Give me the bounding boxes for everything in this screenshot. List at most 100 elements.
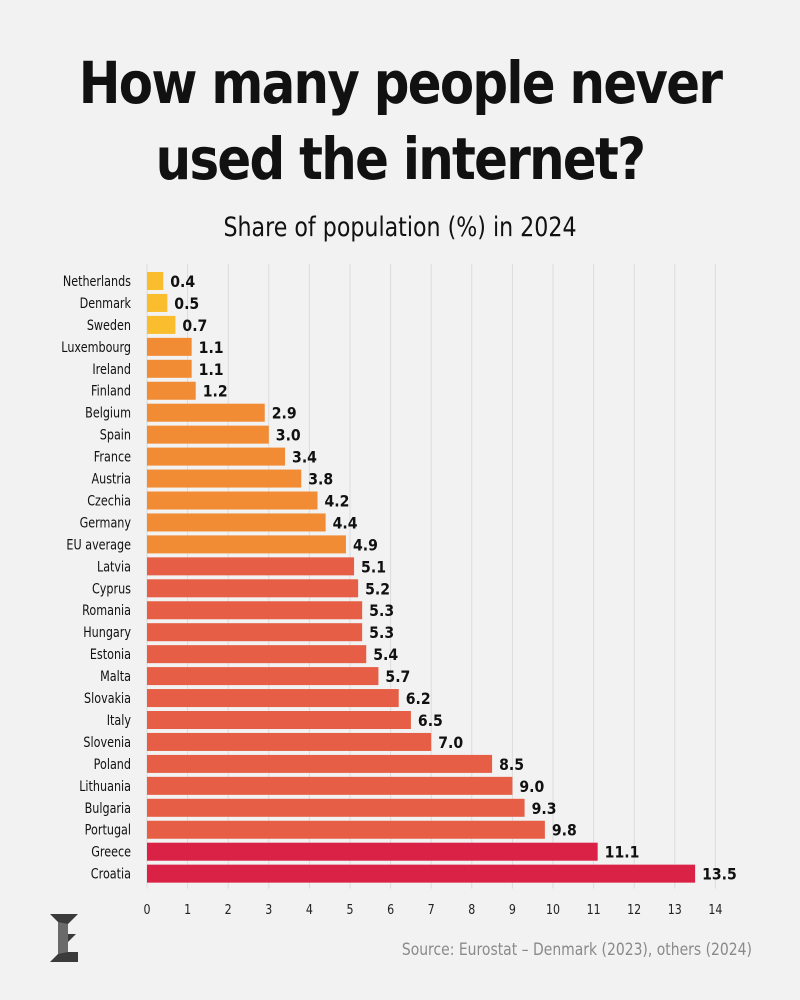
bar <box>147 425 269 444</box>
bar <box>147 689 399 708</box>
data-label: 1.1 <box>199 338 224 357</box>
x-tick-label: 1 <box>184 902 191 917</box>
category-label: Lithuania <box>79 778 131 795</box>
category-label: Slovakia <box>84 690 131 707</box>
bar <box>147 293 168 312</box>
bar <box>147 667 379 686</box>
x-tick-label: 0 <box>143 902 150 917</box>
x-tick-label: 14 <box>708 902 722 917</box>
bar <box>147 469 302 488</box>
x-tick-label: 13 <box>668 902 682 917</box>
chart-title-line-1: How many people never <box>78 49 723 117</box>
chart-subtitle: Share of population (%) in 2024 <box>223 212 577 243</box>
bar <box>147 535 346 554</box>
data-label: 8.5 <box>499 755 524 774</box>
data-label: 5.1 <box>361 557 386 576</box>
data-label: 3.0 <box>276 426 301 445</box>
category-label: Estonia <box>90 646 131 663</box>
category-label: Austria <box>91 470 131 487</box>
data-label: 4.2 <box>325 492 350 511</box>
data-label: 0.5 <box>174 294 199 313</box>
data-label: 5.2 <box>365 579 390 598</box>
x-tick-label: 5 <box>346 902 353 917</box>
bar <box>147 513 326 532</box>
x-tick-label: 9 <box>509 902 516 917</box>
category-label: Czechia <box>87 492 131 509</box>
category-label: Spain <box>100 426 131 443</box>
data-label: 4.9 <box>353 536 378 555</box>
data-label: 5.3 <box>369 623 394 642</box>
chart-title: How many people never used the internet? <box>56 45 744 197</box>
x-tick-label: 3 <box>265 902 272 917</box>
data-label: 4.4 <box>333 514 358 533</box>
x-tick-label: 2 <box>225 902 232 917</box>
data-label: 11.1 <box>605 843 640 862</box>
bar <box>147 491 318 510</box>
category-label: Italy <box>107 712 132 729</box>
category-label: Slovenia <box>83 734 131 751</box>
x-tick-label: 11 <box>587 902 601 917</box>
data-label: 9.0 <box>519 777 544 796</box>
data-label: 5.7 <box>385 667 410 686</box>
publisher-logo-icon <box>50 914 78 962</box>
category-label: Finland <box>91 382 131 399</box>
data-label: 6.5 <box>418 711 443 730</box>
data-label: 3.8 <box>308 470 333 489</box>
category-label: Germany <box>80 514 132 531</box>
category-label: Poland <box>94 756 131 773</box>
data-label: 0.4 <box>170 272 195 291</box>
category-label: EU average <box>66 536 131 553</box>
bar <box>147 645 367 664</box>
bar <box>147 447 286 466</box>
category-label: Denmark <box>80 295 132 312</box>
x-tick-label: 10 <box>546 902 560 917</box>
data-label: 2.9 <box>272 404 297 423</box>
bar <box>147 272 164 290</box>
bar <box>147 864 696 883</box>
bar <box>147 337 192 356</box>
category-label: Latvia <box>97 558 131 575</box>
data-label: 5.4 <box>373 645 398 664</box>
bar <box>147 381 196 400</box>
bar <box>147 601 363 620</box>
bar <box>147 403 265 422</box>
bar <box>147 315 176 334</box>
category-label: Ireland <box>92 361 131 378</box>
source-note: Source: Eurostat – Denmark (2023), other… <box>401 940 752 960</box>
bar <box>147 359 192 378</box>
category-label: Bulgaria <box>85 800 131 817</box>
bar <box>147 623 363 642</box>
x-tick-label: 4 <box>306 902 313 917</box>
x-tick-label: 12 <box>627 902 641 917</box>
data-label: 6.2 <box>406 689 431 708</box>
category-label: Hungary <box>83 624 131 641</box>
bar <box>147 557 355 576</box>
category-label: Cyprus <box>92 580 131 597</box>
bar <box>147 842 598 861</box>
category-label: Malta <box>100 668 131 685</box>
data-label: 7.0 <box>438 733 463 752</box>
bar <box>147 776 513 795</box>
bar <box>147 579 359 598</box>
bar <box>147 754 493 773</box>
category-label: Romania <box>82 602 131 619</box>
category-label: Portugal <box>85 821 131 838</box>
x-tick-label: 8 <box>468 902 475 917</box>
category-label: Belgium <box>85 404 131 421</box>
chart-title-line-2: used the internet? <box>155 125 646 193</box>
category-label: Greece <box>91 843 131 860</box>
data-label: 3.4 <box>292 448 317 467</box>
category-label: Sweden <box>87 317 131 334</box>
data-label: 1.1 <box>199 360 224 379</box>
data-label: 9.8 <box>552 821 577 840</box>
x-tick-label: 6 <box>387 902 394 917</box>
bar <box>147 798 525 817</box>
category-label: Croatia <box>91 865 131 882</box>
data-label: 0.7 <box>182 316 207 335</box>
bar <box>147 820 545 839</box>
x-tick-label: 7 <box>428 902 435 917</box>
category-label: Luxembourg <box>61 339 131 356</box>
bar <box>147 711 411 729</box>
data-label: 9.3 <box>532 799 557 818</box>
